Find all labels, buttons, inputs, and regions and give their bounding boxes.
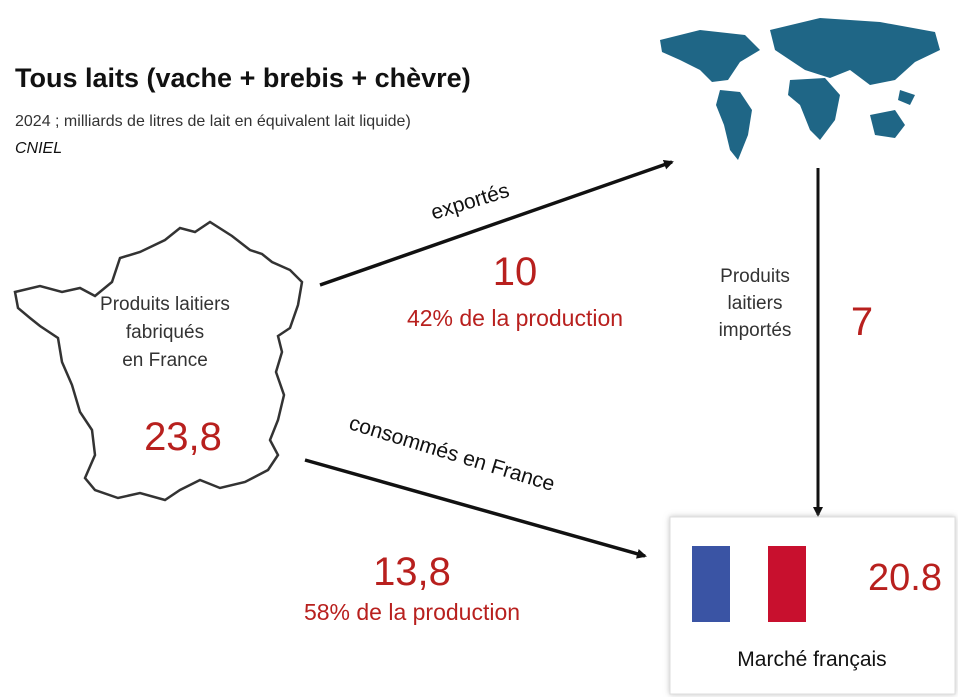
node-label: fabriqués xyxy=(126,322,204,343)
flow-value: 10 xyxy=(493,250,538,294)
flow-label: exportés xyxy=(428,179,512,225)
node-label: Marché français xyxy=(737,648,886,671)
node-value: 23,8 xyxy=(144,415,222,459)
title: Tous laits (vache + brebis + chèvre) xyxy=(15,63,471,93)
flow-share: 42% de la production xyxy=(407,305,623,331)
source: CNIEL xyxy=(15,140,62,157)
flow-arrow xyxy=(304,458,647,559)
flow-value: 7 xyxy=(851,300,873,344)
node-value: 20.8 xyxy=(868,557,942,599)
flow-label: laitiers xyxy=(728,293,783,314)
flag-white xyxy=(730,546,768,622)
node-label: Produits laitiers xyxy=(100,294,230,315)
subtitle: 2024 ; milliards de litres de lait en éq… xyxy=(15,113,411,130)
world-map xyxy=(660,18,940,160)
flag-blue xyxy=(692,546,730,622)
flow-value: 13,8 xyxy=(373,550,451,594)
france-outline xyxy=(13,220,304,502)
node-label: en France xyxy=(122,350,208,371)
flow-label: Produits xyxy=(720,266,790,287)
flag-red xyxy=(768,546,806,622)
flow-label: consommés en France xyxy=(346,412,557,496)
flow-share: 58% de la production xyxy=(304,599,520,625)
flow-label: importés xyxy=(719,320,792,341)
flow-arrow xyxy=(319,159,674,287)
